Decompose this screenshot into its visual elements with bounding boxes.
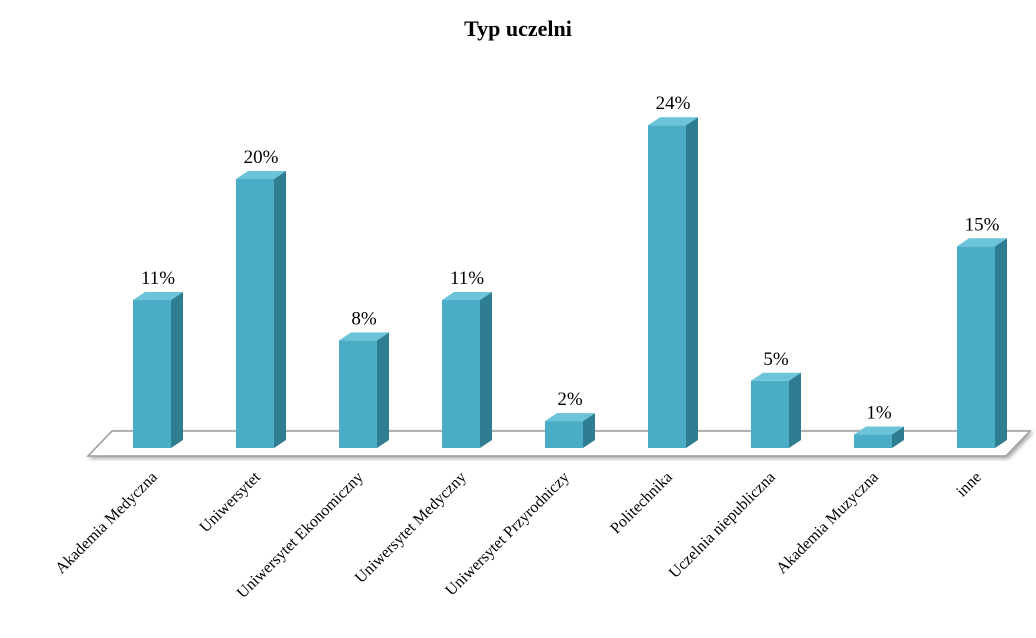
bar [339,332,389,448]
bar-front [751,380,789,448]
bar-top [751,372,801,381]
bar-side [686,117,698,448]
data-label: 20% [244,147,279,168]
bar-side [583,413,595,448]
bar-front [339,340,377,448]
bar [751,372,801,448]
bar-front [854,434,892,448]
bar [545,413,595,448]
bar-side [171,292,183,448]
bar-top [339,332,389,341]
bar-side [892,426,904,448]
data-label: 1% [866,403,892,424]
data-label: 11% [141,268,175,289]
data-label: 15% [965,214,1000,235]
bar-side [789,372,801,448]
bar-top [236,171,286,179]
bar-top [133,292,183,301]
data-label: 5% [763,349,789,370]
data-label: 2% [557,389,583,410]
bar [648,117,698,448]
bar [133,292,183,448]
category-label: Uniwersytet [197,468,265,536]
category-labels-group: Akademia Medyczna Uniwersytet Uniwersytet … [52,468,984,601]
bars-group [133,117,1007,448]
category-label: Akademia Muzyczna [773,469,881,577]
bar [957,238,1007,448]
bar-side [377,332,389,448]
bar-top [442,292,492,301]
bar-top [854,426,904,435]
bar-front [236,179,274,448]
data-label: 24% [656,93,691,114]
bar [236,171,286,448]
bar-front [442,300,480,448]
bar-side [995,238,1007,448]
bar [854,426,904,448]
bar-top [648,117,698,126]
bar-side [480,292,492,448]
category-label: Politechnika [607,469,676,538]
data-label: 8% [351,308,377,329]
chart-title: Typ uczelni [464,16,572,41]
category-label: Uczelnia niepubliczna [666,469,779,582]
bar-front [133,300,171,448]
category-label: Uniwersytet Medyczny [352,469,470,587]
bar-side [274,171,286,448]
bar-front [545,421,583,448]
data-labels-group: 11% 20% 8% 11% 2% 24% 5% 1% 15% [141,93,1000,423]
bar-top [957,238,1007,247]
data-label: 11% [450,268,484,289]
category-label: Akademia Medyczna [52,469,160,577]
bar-top [545,413,595,422]
category-label: inne [953,469,984,500]
bar-front [957,246,995,448]
bar-front [648,125,686,448]
bar [442,292,492,448]
